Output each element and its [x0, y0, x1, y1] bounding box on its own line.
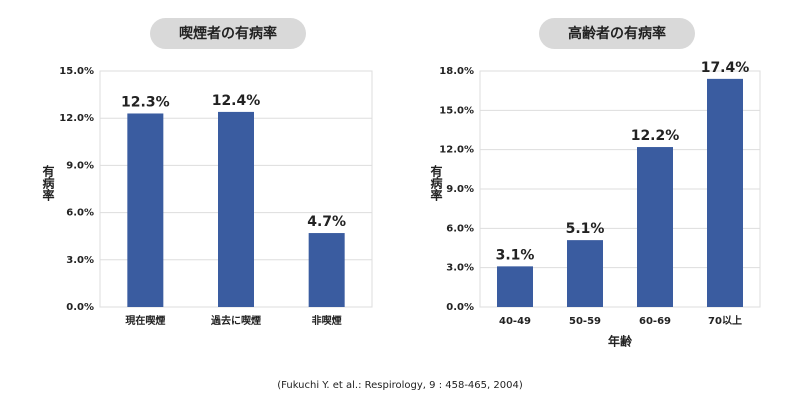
y-tick-label: 3.0% — [446, 263, 474, 274]
x-axis-label: 年齢 — [608, 334, 633, 349]
bar — [308, 233, 345, 307]
title-pill — [539, 18, 695, 49]
y-tick-label: 12.0% — [439, 145, 474, 156]
bar — [707, 78, 743, 307]
x-tick-label: 70以上 — [708, 314, 742, 327]
y-tick-label: 9.0% — [446, 184, 474, 195]
y-tick-label: 15.0% — [59, 66, 94, 77]
bar — [218, 111, 254, 307]
value-label: 12.3% — [121, 94, 170, 110]
bar — [127, 113, 164, 307]
y-tick-label: 9.0% — [66, 160, 94, 171]
x-tick-label: 非喫煙 — [312, 314, 342, 327]
x-tick-label: 現在喫煙 — [125, 314, 165, 327]
title-pill — [150, 18, 306, 49]
value-label: 4.7% — [307, 214, 346, 230]
y-tick-label: 18.0% — [439, 66, 474, 77]
value-label: 12.2% — [631, 128, 680, 144]
y-tick-label: 12.0% — [59, 113, 94, 124]
bar — [497, 266, 533, 307]
value-label: 12.4% — [212, 93, 261, 109]
x-tick-label: 40-49 — [499, 316, 531, 327]
chart-title: 高齢者の有病率 — [568, 25, 666, 42]
bar — [637, 147, 673, 307]
value-label: 3.1% — [496, 247, 535, 263]
y-tick-label: 0.0% — [66, 302, 94, 313]
y-axis-label: 有病率 — [41, 164, 55, 202]
value-label: 17.4% — [701, 60, 750, 76]
chart-title: 喫煙者の有病率 — [179, 25, 277, 42]
y-tick-label: 0.0% — [446, 302, 474, 313]
bar — [567, 240, 603, 307]
citation: (Fukuchi Y. et al.: Respirology, 9 : 458… — [277, 380, 523, 391]
x-tick-label: 過去に喫煙 — [210, 314, 261, 327]
y-tick-label: 6.0% — [66, 208, 94, 219]
x-tick-label: 60-69 — [639, 316, 671, 327]
value-label: 5.1% — [566, 221, 605, 237]
y-axis-label: 有病率 — [429, 164, 443, 202]
x-tick-label: 50-59 — [569, 316, 601, 327]
y-tick-label: 6.0% — [446, 223, 474, 234]
y-tick-label: 15.0% — [439, 105, 474, 116]
y-tick-label: 3.0% — [66, 255, 94, 266]
